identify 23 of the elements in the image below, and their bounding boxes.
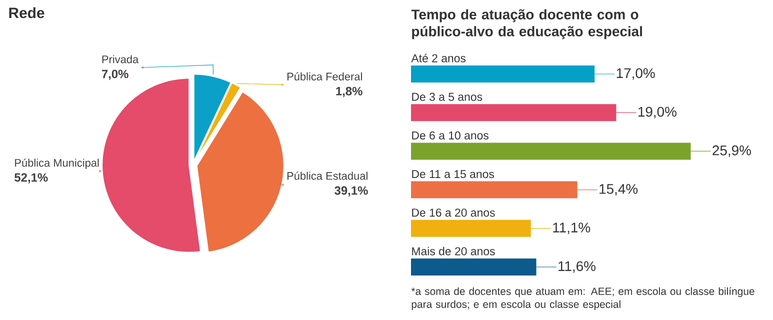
- y-tick-label: De 16 a 20 anos: [412, 208, 495, 217]
- y-tick-label: De 6 a 10 anos: [412, 131, 488, 140]
- data-label: 15,4%: [600, 184, 638, 196]
- data-label: 19,0%: [638, 106, 676, 118]
- slice-label: Privada: [102, 55, 139, 64]
- chart-title: Rede: [9, 7, 44, 18]
- y-tick-label: Até 2 anos: [411, 54, 466, 62]
- y-tick-label: De 3 a 5 anos: [412, 92, 482, 101]
- data-label: 52,1%: [14, 173, 48, 184]
- data-label: 39,1%: [334, 186, 368, 196]
- data-label: 1,8%: [336, 86, 362, 98]
- data-label: 11,1%: [553, 222, 590, 234]
- text: *a soma de docentes que atuam em: AEE; em escola ou classe bilíngue para surdos; e em escola ou classe especial: [411, 287, 754, 310]
- data-label: 11,6%: [558, 261, 596, 273]
- y-tick-label: Mais de 20 anos: [412, 246, 495, 256]
- legend-label: Pública Municipal: [15, 158, 99, 169]
- data-label: 7,0%: [102, 70, 128, 80]
- chart-title: Tempo de atuação docente com o público-alvo da educação especial: [411, 9, 642, 40]
- y-tick-label: De 11 a 15 anos: [412, 170, 494, 178]
- slice-label: Pública Federal: [287, 72, 362, 80]
- data-label: 17,0%: [616, 68, 655, 80]
- slice-label: Pública Estadual: [287, 172, 368, 180]
- data-label: 25,9%: [712, 145, 751, 157]
